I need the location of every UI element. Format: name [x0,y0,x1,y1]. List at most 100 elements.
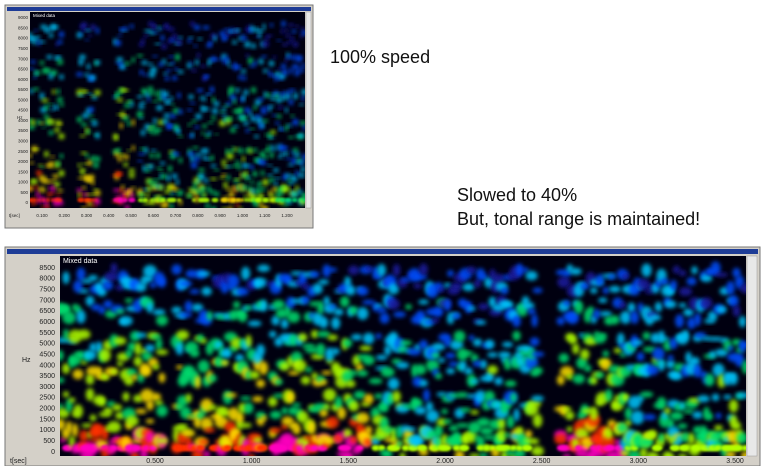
spectral-blob [173,67,179,71]
spectral-blob [318,316,329,329]
spectral-blob [94,156,101,162]
spectral-blob [91,120,98,126]
spectral-blob [317,301,325,315]
spectral-blob [574,427,589,440]
spectral-blob [123,26,128,31]
spectral-blob [189,61,193,65]
spectral-blob [659,337,670,342]
low-band [58,198,62,202]
spectral-blob [198,168,205,172]
spectral-blob [232,98,237,105]
spectral-blob [48,32,54,38]
spectral-blob [49,103,53,106]
spectral-blob [197,359,210,373]
spectral-blob [191,303,204,312]
spectral-blob [124,204,130,208]
spectral-blob [288,182,294,185]
y-tick-label: 500 [43,438,55,445]
spectral-blob [161,59,167,65]
spectral-blob [251,189,256,194]
spectral-blob [562,453,572,456]
spectral-blob [208,40,213,46]
spectral-blob [693,312,702,326]
spectral-blob [265,93,272,98]
spectral-blob [270,96,276,101]
spectral-blob [223,181,228,189]
spectral-blob [288,197,294,200]
y-tick-label: 5000 [18,97,29,102]
spectral-blob [115,92,121,97]
low-band [50,198,55,202]
spectral-blob [175,342,184,356]
spectral-blob [200,417,213,431]
spectral-blob [243,402,254,414]
spectral-blob [244,195,248,200]
spectral-blob [122,88,129,92]
spectral-blob [44,150,49,158]
spectral-blob [237,165,241,170]
spectral-blob [144,168,151,173]
spectral-blob [189,21,196,27]
spectral-blob [284,124,289,132]
spectral-blob [90,155,96,162]
spectral-blob [228,149,235,153]
spectral-blob [124,376,134,386]
spectral-blob [171,33,178,39]
spectral-blob [200,64,206,68]
y-tick-label: 3000 [39,384,55,391]
spectral-blob [387,392,394,405]
spectral-blob [288,334,299,347]
spectral-blob [411,434,424,447]
spectral-blob [494,377,503,386]
spectral-blob [156,194,163,198]
spectral-blob [268,136,275,139]
spectral-blob [524,430,533,439]
spectral-blob [267,396,278,407]
spectral-blob [175,152,180,156]
spectral-blob [235,354,245,362]
spectral-blob [168,27,175,32]
spectral-blob [446,367,456,375]
spectral-blob [211,96,216,103]
spectral-blob [40,205,47,208]
spectral-blob [30,88,34,94]
spectral-blob [257,32,262,39]
spectral-blob [487,352,499,358]
low-band [607,445,616,451]
spectral-blob [95,27,100,34]
spectral-blob [221,107,227,112]
spectral-blob [154,42,162,46]
spectral-blob [254,201,259,207]
spectral-blob [85,193,92,196]
spectral-blob [425,409,440,423]
spectral-blob [382,450,393,456]
spectral-blob [91,181,95,186]
spectral-blob [77,93,85,97]
spectral-blob [726,280,735,295]
low-band [482,445,491,451]
spectral-blob [272,299,285,310]
spectral-blob [98,306,106,315]
spectral-blob [61,363,71,374]
spectral-blob [375,333,382,339]
spectral-blob [362,299,376,305]
spectral-blob [293,192,298,197]
spectral-blob [146,130,152,133]
low-band [32,198,37,202]
spectral-blob [309,271,320,278]
spectral-blob [73,280,83,293]
spectral-blob [621,273,630,280]
spectral-blob [584,364,592,372]
spectral-blob [714,425,723,431]
spectral-blob [104,271,118,282]
spectral-blob [532,287,543,294]
spectral-blob [292,424,301,435]
spectral-blob [604,426,614,440]
spectral-blob [602,350,610,357]
spectral-blob [276,97,282,104]
spectral-blob [87,274,99,281]
spectral-blob [708,336,723,342]
spectral-blob [244,164,251,168]
spectral-blob [656,397,667,410]
